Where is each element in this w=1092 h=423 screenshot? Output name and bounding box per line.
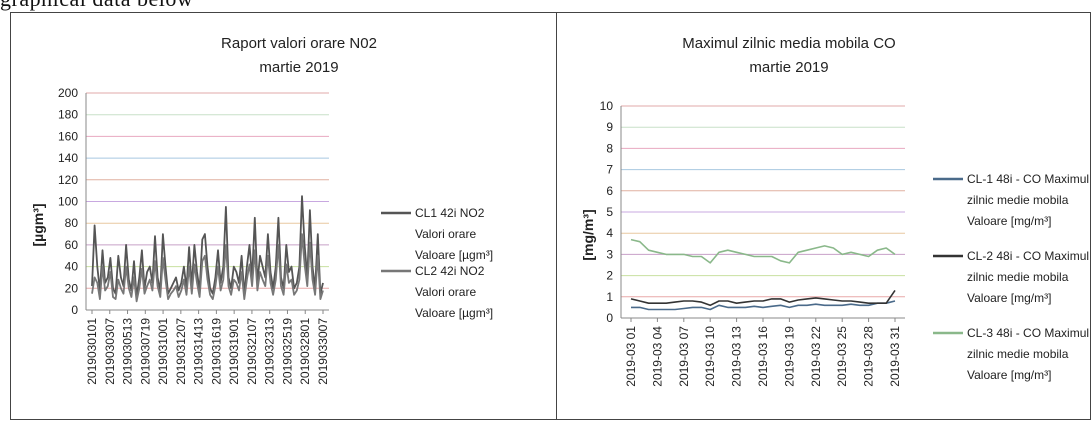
co-chart-title: Maximul zilnic media mobila CO [682, 35, 895, 52]
legend-label-3: CL-3 48i - CO Maximul zilnic medie mobila… [967, 326, 1089, 382]
x-tick-label: 2019-03 01 [624, 326, 638, 387]
no2-x-ticks: 2019030101 2019030307 2019030513 2019030719… [85, 310, 330, 385]
page-header-text: graphical data below [0, 0, 420, 10]
no2-chart-title: Raport valori orare N02 [221, 35, 377, 52]
page-header-fragment: graphical data below [0, 0, 420, 12]
no2-chart-subtitle: martie 2019 [259, 59, 338, 76]
y-tick-label: 200 [58, 86, 78, 100]
x-tick-label: 2019030307 [103, 318, 117, 385]
y-tick-label: 3 [606, 247, 613, 261]
y-tick-label: 1 [606, 290, 613, 304]
x-tick-label: 2019-03 16 [756, 326, 770, 387]
x-tick-label: 2019-03 28 [862, 326, 876, 387]
series-line-3 [631, 240, 895, 263]
legend-label-1: CL1 42i NO2 Valori orare Valoare [µgm³] [415, 206, 493, 262]
y-tick-label: 40 [65, 260, 79, 274]
x-tick-label: 2019-03 04 [650, 326, 664, 387]
co-x-ticks: 2019-03 01 2019-03 04 2019-03 07 2019-03 10… [624, 318, 902, 387]
co-chart: Maximul zilnic media mobila CO martie 20… [557, 13, 1092, 421]
no2-series [92, 196, 323, 301]
no2-y-axis-label: [µgm³] [30, 203, 46, 246]
y-tick-label: 0 [606, 311, 613, 325]
y-tick-label: 60 [65, 238, 79, 252]
no2-y-ticks: 0 20 40 60 80 100 120 140 160 180 200 [58, 86, 78, 317]
x-tick-label: 2019032519 [280, 318, 294, 385]
x-tick-label: 2019031207 [174, 318, 188, 385]
y-tick-label: 100 [58, 195, 78, 209]
x-tick-label: 2019030719 [138, 318, 152, 385]
x-tick-label: 2019-03 31 [888, 326, 902, 387]
no2-chart: Raport valori orare N02 martie 2019 [µgm… [11, 13, 558, 421]
y-tick-label: 2 [606, 269, 613, 283]
co-gridlines [621, 106, 905, 318]
x-tick-label: 2019-03 22 [809, 326, 823, 387]
legend-label-1: CL-1 48i - CO Maximul zilnic medie mobila… [967, 172, 1089, 228]
x-tick-label: 2019-03 19 [782, 326, 796, 387]
chart-frame-no2: Raport valori orare N02 martie 2019 [µgm… [10, 12, 557, 420]
x-tick-label: 2019031001 [156, 318, 170, 385]
x-tick-label: 2019030101 [85, 318, 99, 385]
no2-legend: CL1 42i NO2 Valori orare Valoare [µgm³]CL2… [381, 206, 493, 320]
x-tick-label: 2019032801 [298, 318, 312, 385]
y-tick-label: 160 [58, 129, 78, 143]
legend-label-2: CL-2 48i - CO Maximul zilnic medie mobila… [967, 249, 1089, 305]
y-tick-label: 180 [58, 108, 78, 122]
x-tick-label: 2019030513 [121, 318, 135, 385]
x-tick-label: 2019031413 [192, 318, 206, 385]
x-tick-label: 2019031619 [209, 318, 223, 385]
x-tick-label: 2019031901 [227, 318, 241, 385]
y-tick-label: 6 [606, 184, 613, 198]
x-tick-label: 2019032313 [263, 318, 277, 385]
y-tick-label: 10 [600, 99, 614, 113]
series-line-2 [631, 290, 895, 305]
x-tick-label: 2019032107 [245, 318, 259, 385]
x-tick-label: 2019-03 07 [677, 326, 691, 387]
y-tick-label: 8 [606, 141, 613, 155]
y-tick-label: 7 [606, 163, 613, 177]
y-tick-label: 4 [606, 226, 613, 240]
x-tick-label: 2019033007 [316, 318, 330, 385]
y-tick-label: 0 [71, 303, 78, 317]
y-tick-label: 120 [58, 173, 78, 187]
x-tick-label: 2019-03 13 [730, 326, 744, 387]
legend-label-2: CL2 42i NO2 Valori orare Valoare [µgm³] [415, 264, 493, 320]
co-y-axis-label: [mg/m³] [580, 209, 596, 260]
x-tick-label: 2019-03 25 [835, 326, 849, 387]
co-y-ticks: 0 1 2 3 4 5 6 7 8 9 10 [600, 99, 614, 325]
co-chart-subtitle: martie 2019 [749, 59, 828, 76]
y-tick-label: 5 [606, 205, 613, 219]
chart-frame-co: Maximul zilnic media mobila CO martie 20… [556, 12, 1091, 420]
co-legend: CL-1 48i - CO Maximul zilnic medie mobila… [933, 172, 1089, 382]
co-series [631, 240, 895, 310]
y-tick-label: 9 [606, 120, 613, 134]
y-tick-label: 80 [65, 216, 79, 230]
y-tick-label: 20 [65, 281, 79, 295]
x-tick-label: 2019-03 10 [703, 326, 717, 387]
y-tick-label: 140 [58, 151, 78, 165]
